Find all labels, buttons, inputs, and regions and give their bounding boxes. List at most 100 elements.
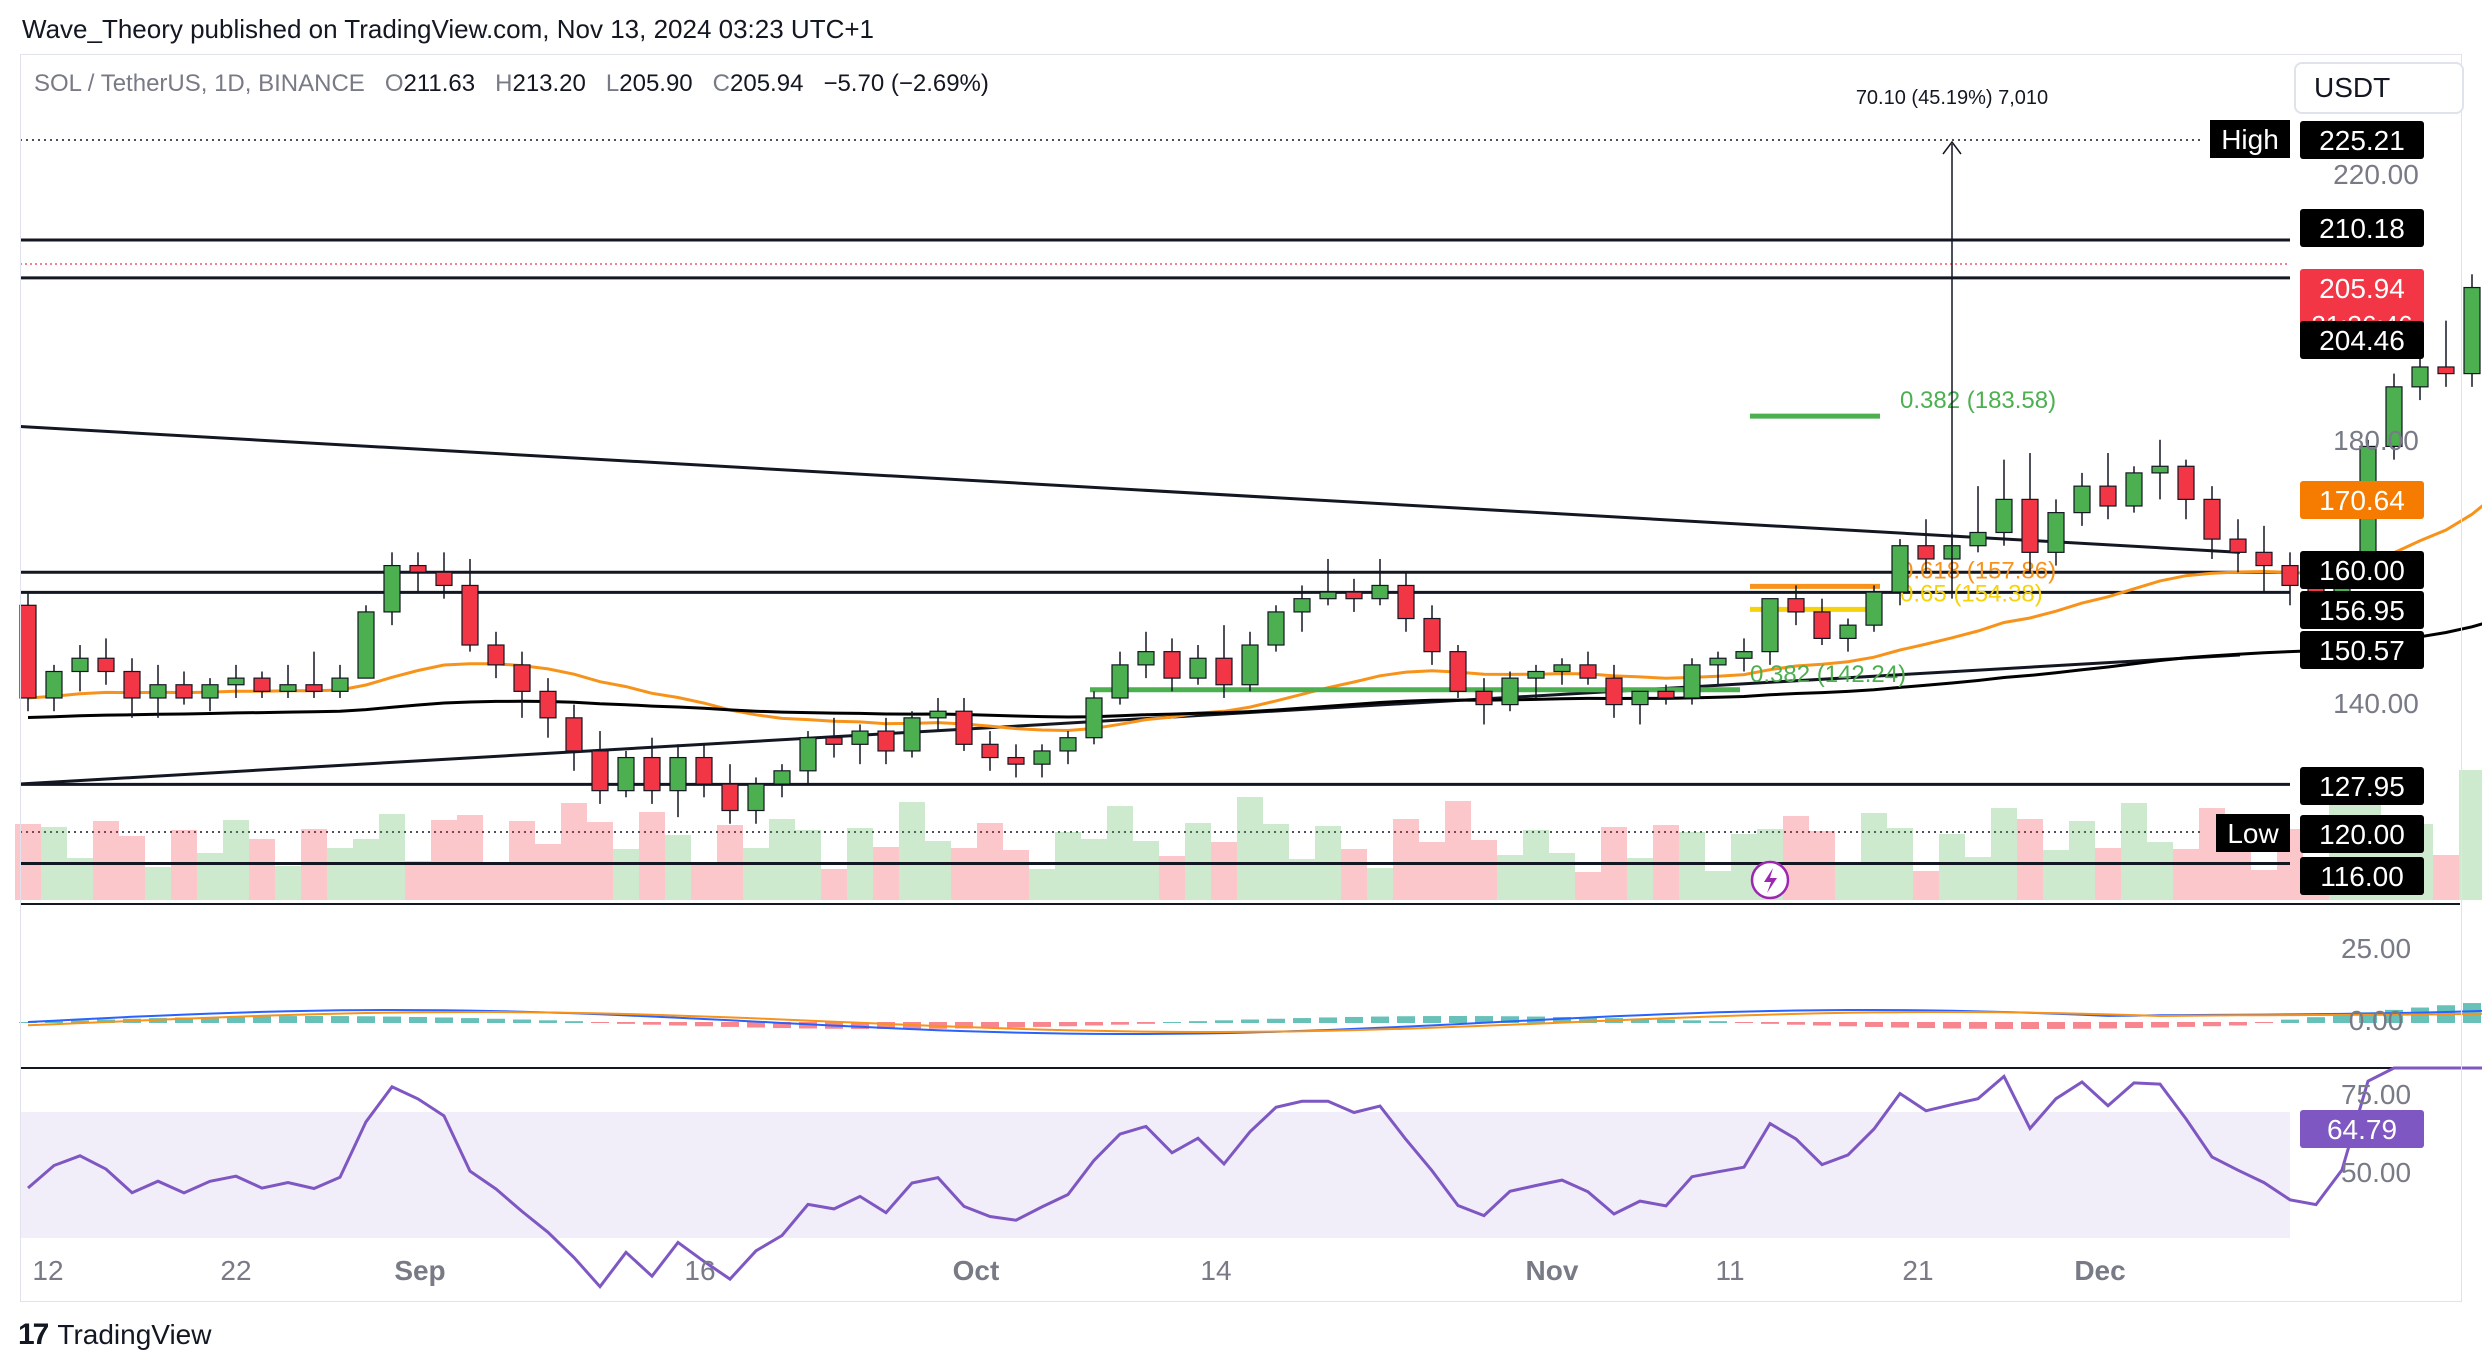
brand-name: TradingView — [57, 1319, 212, 1350]
symbol-name[interactable]: SOL / TetherUS, 1D, BINANCE — [34, 70, 365, 97]
volume-bar — [535, 844, 561, 900]
candle-body — [929, 710, 947, 719]
macd-histogram-bar — [175, 1017, 193, 1023]
volume-bar — [1107, 806, 1133, 900]
measure-label: 70.10 (45.19%) 7,010 — [1856, 87, 2048, 109]
volume-bar — [145, 867, 171, 900]
high-label: High — [2221, 124, 2279, 155]
macd-histogram-bar — [409, 1016, 427, 1023]
volume-bar — [405, 861, 431, 900]
brand[interactable]: 17 TradingView — [18, 1318, 211, 1352]
macd-histogram-bar — [2073, 1022, 2091, 1029]
macd-histogram-bar — [2229, 1022, 2247, 1026]
macd-histogram-bar — [1293, 1018, 1311, 1023]
candle-body — [2047, 512, 2065, 553]
macd-histogram-bar — [2333, 1014, 2351, 1023]
candle-body — [2385, 386, 2403, 448]
macd-histogram-bar — [773, 1022, 791, 1029]
candle-body — [773, 770, 791, 785]
macd-histogram-bar — [383, 1016, 401, 1023]
volume-bar — [1445, 801, 1471, 900]
price-badge-value: 156.95 — [2319, 595, 2405, 626]
volume-bar — [665, 835, 691, 900]
macd-histogram-bar — [1163, 1021, 1181, 1023]
volume-bar — [769, 819, 795, 900]
candle-body — [1189, 657, 1207, 679]
volume-bar — [1289, 859, 1315, 900]
macd-histogram-bar — [851, 1022, 869, 1029]
volume-bar — [691, 862, 717, 900]
descending-trendline — [19, 425, 2241, 554]
volume-bar — [1237, 797, 1263, 900]
volume-bar — [1003, 850, 1029, 900]
volume-bar — [2147, 842, 2173, 900]
candle-body — [45, 670, 63, 699]
candle-body — [1501, 677, 1519, 706]
macd-histogram-bar — [1735, 1022, 1753, 1024]
price-badge — [2300, 815, 2424, 853]
candle-body — [123, 670, 141, 699]
macd-histogram-bar — [2151, 1022, 2169, 1028]
time-tick-label: 11 — [1715, 1255, 1744, 1286]
macd-histogram-bar — [2125, 1022, 2143, 1029]
time-tick-label: Dec — [2074, 1255, 2125, 1286]
macd-histogram-bar — [1345, 1016, 1363, 1023]
candle-body — [2411, 366, 2429, 388]
candle-body — [331, 677, 349, 692]
volume-bar — [2095, 848, 2121, 900]
macd-histogram-bar — [643, 1022, 661, 1025]
price-badge — [2300, 631, 2424, 669]
volume-bar — [1419, 842, 1445, 900]
volume-bar — [561, 803, 587, 900]
macd-histogram-bar — [201, 1016, 219, 1023]
candle-body — [1995, 498, 2013, 534]
macd-histogram-bar — [1631, 1018, 1649, 1023]
macd-histogram-bar — [695, 1022, 713, 1027]
macd-histogram-bar — [1501, 1016, 1519, 1023]
candle-body — [1007, 756, 1025, 765]
candle-body — [71, 657, 89, 673]
macd-histogram-bar — [2281, 1019, 2299, 1023]
macd-histogram-bar — [1891, 1022, 1909, 1028]
ascending-trendline — [19, 653, 2241, 786]
currency-button[interactable]: USDT — [2294, 62, 2464, 114]
macd-histogram-bar — [1033, 1022, 1051, 1027]
candle-body — [175, 684, 193, 699]
macd-histogram-bar — [1969, 1022, 1987, 1029]
price-badge — [2300, 321, 2424, 359]
price-badge — [2300, 121, 2424, 159]
high-label: H — [495, 70, 513, 97]
macd-pane — [19, 1003, 2482, 1035]
candle-body — [2463, 286, 2481, 375]
macd-histogram-bar — [357, 1016, 375, 1023]
macd-histogram-bar — [487, 1018, 505, 1023]
candle-body — [1917, 545, 1935, 560]
pane-lines — [20, 139, 2460, 1069]
candle-body — [2099, 485, 2117, 507]
macd-histogram-bar — [1371, 1016, 1389, 1023]
price-badge-value: 210.18 — [2319, 213, 2405, 244]
candle-body — [1865, 591, 1883, 626]
macd-histogram-bar — [747, 1022, 765, 1028]
high-value: 213.20 — [512, 70, 586, 97]
candle-body — [2255, 551, 2273, 567]
volume-bar — [1029, 869, 1055, 900]
volume-bar — [1705, 871, 1731, 900]
price-tick-label: 140.00 — [2333, 688, 2419, 719]
volume-bar — [2043, 850, 2069, 900]
volume-bar — [197, 853, 223, 900]
macd-histogram-bar — [955, 1022, 973, 1029]
price-badge-value: 150.57 — [2319, 635, 2405, 666]
open-value: 211.63 — [403, 70, 476, 97]
candle-body — [2125, 472, 2143, 507]
candle-body — [2437, 366, 2455, 375]
candle-body — [1215, 657, 1233, 686]
volume-bar — [353, 839, 379, 900]
candle-body — [1137, 651, 1155, 666]
macd-histogram-bar — [253, 1016, 271, 1023]
macd-histogram-bar — [2099, 1022, 2117, 1029]
macd-histogram-bar — [1241, 1019, 1259, 1023]
volume-bar — [379, 814, 405, 900]
ema-slow-line — [27, 622, 2482, 719]
